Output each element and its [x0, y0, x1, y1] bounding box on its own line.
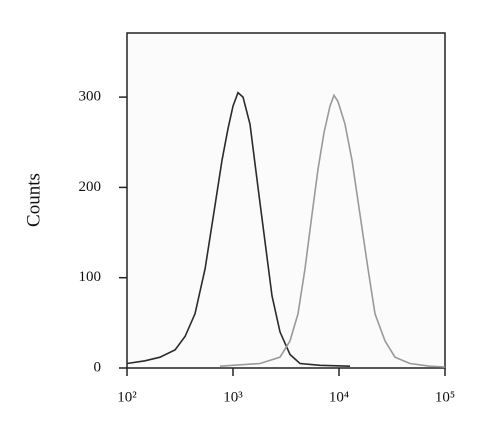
histogram-line — [126, 91, 351, 367]
y-axis-label: Counts — [23, 173, 44, 227]
y-tick-label: 200 — [79, 179, 102, 195]
plot-frame — [126, 32, 446, 369]
x-tick-label: 10³ — [223, 389, 243, 405]
y-tick-label: 100 — [79, 269, 102, 285]
x-tick-label: 10⁴ — [329, 389, 349, 405]
histogram-line — [219, 93, 446, 368]
x-tick-label: 10² — [117, 389, 137, 405]
x-tick-label: 10⁵ — [435, 389, 455, 405]
y-tick-label: 300 — [79, 89, 102, 105]
y-tick-label: 0 — [94, 359, 102, 375]
